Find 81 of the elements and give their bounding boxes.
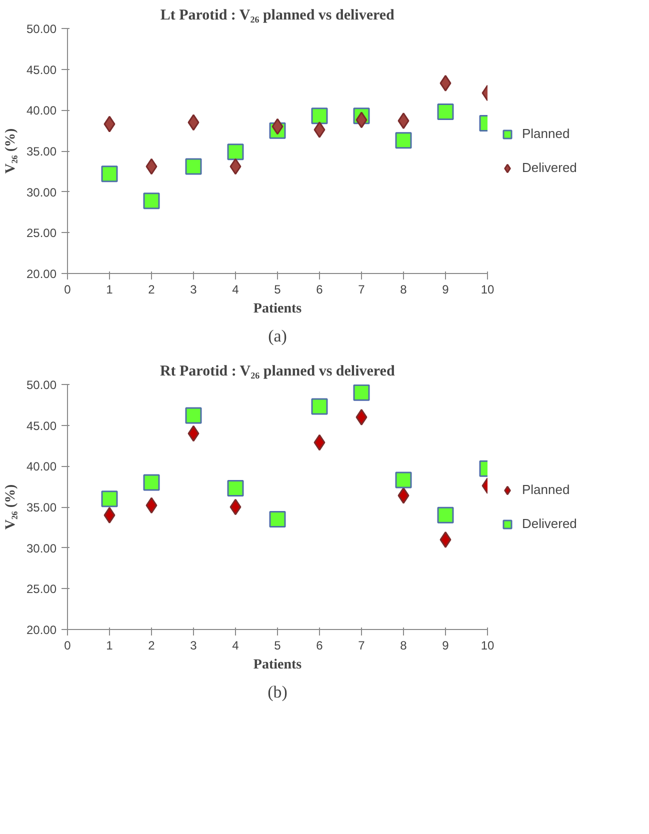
y-tick-label: 45.00 [26, 418, 57, 433]
y-tick-label: 20.00 [26, 267, 57, 281]
point [440, 531, 452, 548]
legend-label: Planned [522, 482, 570, 497]
x-tick-label: 3 [190, 282, 198, 296]
point [143, 474, 160, 491]
legend-label: Planned [522, 126, 570, 141]
point [188, 114, 200, 131]
x-tick-label: 8 [400, 638, 408, 652]
point [395, 132, 412, 149]
point [227, 144, 244, 160]
point [356, 112, 368, 128]
point [311, 398, 328, 415]
x-axis-title: Patients [253, 302, 302, 316]
point [395, 472, 412, 488]
x-tick-label: 4 [232, 282, 240, 296]
y-axis-title: V₂₆ (%) [3, 128, 18, 174]
point [227, 480, 244, 496]
legend-label: Delivered [522, 160, 577, 175]
y-tick-label: 20.00 [26, 623, 57, 637]
point [269, 511, 286, 528]
point [185, 158, 202, 175]
x-tick-label: 5 [274, 638, 282, 652]
y-tick-label: 30.00 [26, 541, 57, 556]
x-tick-label: 0 [64, 638, 72, 652]
x-tick-label: 2 [148, 282, 156, 296]
point [314, 434, 326, 451]
point [104, 506, 116, 524]
x-axis-title: Patients [253, 658, 302, 672]
x-tick-label: 0 [64, 282, 72, 296]
y-tick-label: 40.00 [26, 460, 57, 474]
point [185, 407, 202, 424]
point [398, 112, 410, 130]
x-tick-label: 10 [480, 282, 494, 296]
point [188, 425, 200, 442]
y-tick-label: 25.00 [26, 226, 57, 240]
point [230, 158, 242, 175]
point [230, 498, 242, 516]
y-tick-label: 50.00 [26, 22, 57, 36]
point [311, 108, 328, 124]
x-tick-label: 7 [358, 638, 366, 652]
y-tick-label: 50.00 [26, 378, 57, 392]
y-tick-label: 35.00 [26, 144, 57, 158]
point [146, 158, 158, 175]
point [356, 408, 368, 426]
point [398, 487, 410, 504]
y-axis-title: V₂₆ (%) [3, 484, 18, 530]
chart-title: Lt Parotid : V₂₆ planned vs delivered [160, 8, 396, 24]
x-tick-label: 1 [106, 638, 114, 652]
x-tick-label: 6 [316, 638, 324, 652]
text: (a) [268, 326, 287, 346]
x-tick-label: 10 [480, 638, 494, 652]
text: (b) [268, 682, 288, 702]
x-tick-label: 2 [148, 638, 156, 652]
point [437, 104, 454, 120]
x-tick-label: 8 [400, 282, 408, 296]
chart-title: Rt Parotid : V₂₆ planned vs delivered [160, 364, 396, 380]
point [104, 116, 116, 132]
x-tick-label: 1 [106, 282, 114, 296]
point [437, 506, 454, 524]
y-tick-label: 25.00 [26, 582, 57, 596]
point [101, 166, 118, 182]
point [101, 490, 118, 508]
y-tick-label: 35.00 [26, 500, 57, 514]
x-tick-label: 9 [442, 282, 450, 296]
point [314, 122, 326, 138]
x-tick-label: 9 [442, 638, 450, 652]
point [143, 192, 160, 210]
x-tick-label: 5 [274, 282, 282, 296]
point [146, 497, 158, 514]
y-tick-label: 40.00 [26, 104, 57, 118]
x-tick-label: 7 [358, 282, 366, 296]
x-tick-label: 3 [190, 638, 198, 652]
y-tick-label: 30.00 [26, 185, 57, 200]
x-tick-label: 4 [232, 638, 240, 652]
point [440, 74, 452, 92]
point [353, 384, 370, 401]
point [272, 118, 284, 135]
y-tick-label: 45.00 [26, 62, 57, 77]
legend-label: Delivered [522, 516, 577, 531]
x-tick-label: 6 [316, 282, 324, 296]
